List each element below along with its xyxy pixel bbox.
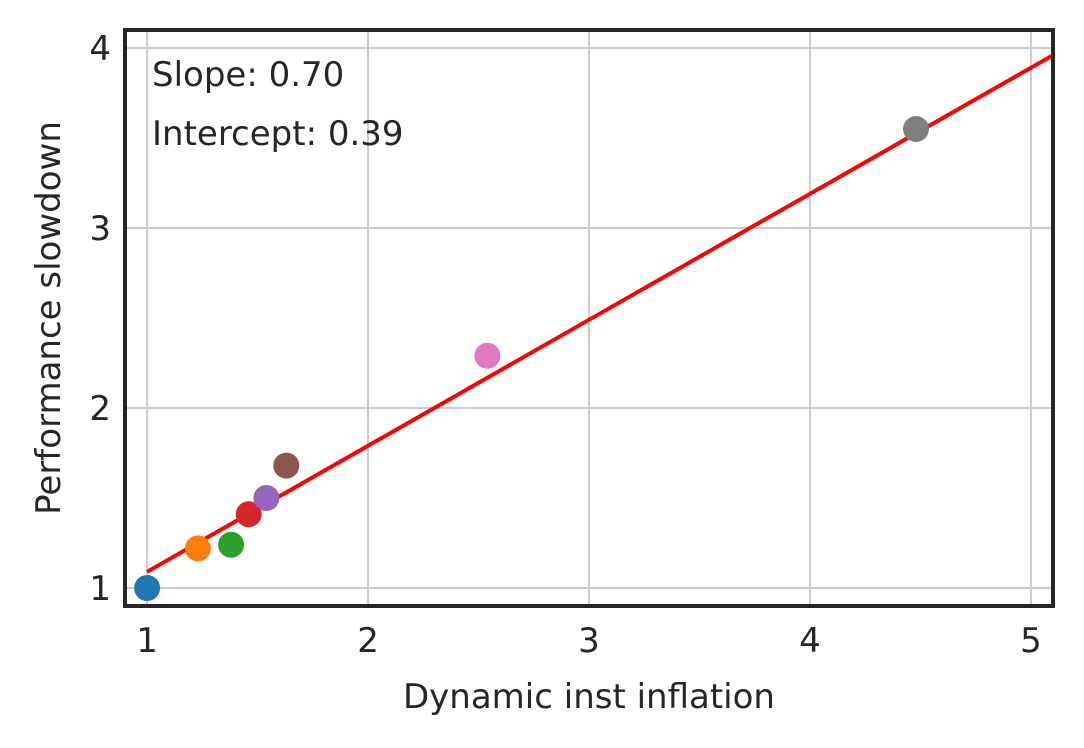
x-tick-label: 5 <box>1020 621 1042 661</box>
y-tick-label: 2 <box>89 389 111 429</box>
data-point <box>235 501 262 528</box>
data-point <box>184 535 211 562</box>
slope-annotation: Slope: 0.70 <box>152 55 344 95</box>
data-point <box>253 485 280 511</box>
x-tick-label: 4 <box>799 621 821 661</box>
x-tick-labels: 1 2 3 4 5 <box>136 621 1041 661</box>
regression-line <box>146 53 1054 574</box>
y-tick-label: 4 <box>89 29 111 69</box>
y-tick-label: 1 <box>89 569 111 609</box>
data-point <box>273 452 300 479</box>
grid-lines <box>125 30 1053 606</box>
data-point <box>218 531 245 558</box>
y-tick-label: 3 <box>89 209 111 249</box>
data-point <box>474 342 501 369</box>
x-axis-label: Dynamic inst inflation <box>403 677 775 717</box>
intercept-annotation: Intercept: 0.39 <box>152 114 404 154</box>
data-points <box>134 116 930 601</box>
y-axis-label: Performance slowdown <box>29 121 69 515</box>
plot-frame <box>123 28 1055 608</box>
data-point <box>903 116 930 142</box>
x-tick-label: 1 <box>136 621 158 661</box>
x-tick-label: 3 <box>578 621 600 661</box>
y-tick-labels: 1 2 3 4 <box>89 29 111 609</box>
data-point <box>134 575 161 601</box>
x-tick-label: 2 <box>357 621 379 661</box>
